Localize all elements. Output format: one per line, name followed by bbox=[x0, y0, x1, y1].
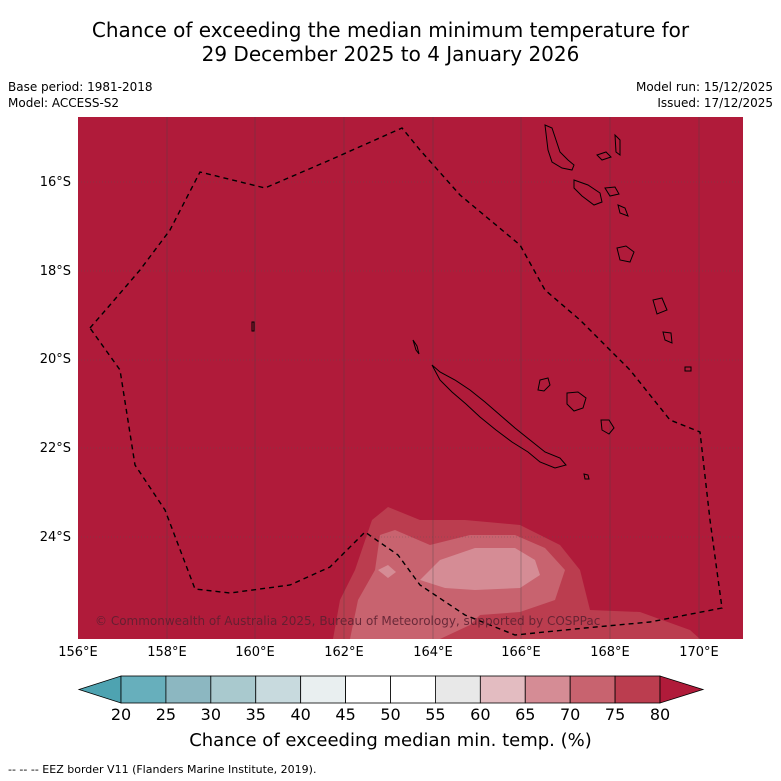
eez-border bbox=[89, 127, 723, 636]
colorbar-tick-label: 55 bbox=[425, 705, 446, 724]
colorbar-tick-label: 70 bbox=[559, 705, 581, 724]
colorbar-segment bbox=[390, 675, 436, 704]
vanuatu-pentecost bbox=[614, 133, 621, 156]
colorbar-tick-label: 30 bbox=[200, 705, 221, 724]
colorbar-label: Chance of exceeding median min. temp. (%… bbox=[189, 730, 592, 751]
vanuatu-tanna bbox=[662, 331, 673, 344]
colorbar-tick-label: 80 bbox=[649, 705, 671, 724]
vanuatu-efate bbox=[616, 245, 635, 263]
colorbar bbox=[77, 675, 705, 704]
mare-island bbox=[600, 419, 615, 435]
colorbar-tick-label: 75 bbox=[604, 705, 626, 724]
vanuatu-ambae bbox=[596, 151, 612, 161]
ouvea-island bbox=[537, 377, 551, 392]
lon-label-160e: 160°E bbox=[235, 645, 275, 660]
colorbar-segment bbox=[569, 675, 616, 704]
colorbar-segment bbox=[165, 675, 212, 704]
colorbar-tick-label: 35 bbox=[245, 705, 266, 724]
belep-islands bbox=[412, 339, 420, 355]
colorbar-over-arrow bbox=[659, 675, 705, 704]
colorbar-segment bbox=[435, 675, 481, 704]
base-period: Base period: 1981-2018 bbox=[8, 80, 153, 94]
colorbar-segment bbox=[614, 675, 661, 704]
lon-label-156e: 156°E bbox=[58, 645, 98, 660]
lon-label-168e: 168°E bbox=[590, 645, 630, 660]
colorbar-segment bbox=[255, 675, 302, 704]
vanuatu-espiritu-santo bbox=[544, 124, 575, 171]
lat-label-22s: 22°S bbox=[39, 441, 71, 456]
lat-label-20s: 20°S bbox=[39, 352, 71, 367]
colorbar-tick-label: 65 bbox=[515, 705, 536, 724]
meta-right: Model run: 15/12/2025 Issued: 17/12/2025 bbox=[636, 79, 773, 111]
chesterfield-reef bbox=[251, 321, 255, 332]
colorbar-under-arrow bbox=[77, 675, 122, 704]
lon-label-166e: 166°E bbox=[501, 645, 541, 660]
chart-title: Chance of exceeding the median minimum t… bbox=[0, 18, 781, 66]
lon-label-170e: 170°E bbox=[679, 645, 719, 660]
graticule-meridians bbox=[166, 117, 700, 639]
model-run: Model run: 15/12/2025 bbox=[635, 80, 773, 94]
vanuatu-ambrym bbox=[604, 186, 620, 197]
colorbar-tick-label: 20 bbox=[110, 705, 132, 724]
lat-label-24s: 24°S bbox=[39, 530, 71, 545]
vanuatu-epi bbox=[617, 204, 629, 217]
title-line-1: Chance of exceeding the median minimum t… bbox=[91, 18, 690, 42]
ile-des-pins bbox=[583, 473, 590, 480]
colorbar-segment bbox=[524, 675, 571, 704]
eez-footnote: -- -- -- EEZ border V11 (Flanders Marine… bbox=[8, 763, 317, 776]
vanuatu-aneityum bbox=[684, 366, 692, 372]
colorbar-segment bbox=[120, 675, 167, 704]
lat-label-18s: 18°S bbox=[39, 264, 71, 279]
colorbar-tick-label: 25 bbox=[155, 705, 177, 724]
colorbar-tick-label: 60 bbox=[470, 705, 491, 724]
colorbar-segment bbox=[300, 675, 346, 704]
lifou-island bbox=[566, 391, 587, 412]
vanuatu-malekula bbox=[573, 179, 603, 206]
contour-65-small bbox=[378, 565, 396, 578]
colorbar-segment bbox=[345, 675, 391, 704]
lon-label-162e: 162°E bbox=[324, 645, 364, 660]
lat-label-16s: 16°S bbox=[39, 175, 71, 190]
colorbar-segment bbox=[210, 675, 257, 704]
copyright-notice: © Commonwealth of Australia 2025, Bureau… bbox=[95, 614, 601, 628]
model-name: Model: ACCESS-S2 bbox=[8, 96, 120, 110]
title-line-2: 29 December 2025 to 4 January 2026 bbox=[201, 42, 580, 66]
colorbar-tick-label: 45 bbox=[335, 705, 356, 724]
colorbar-tick-label: 50 bbox=[380, 705, 401, 724]
vanuatu-erromango bbox=[652, 297, 668, 315]
new-caledonia-island bbox=[431, 364, 567, 469]
colorbar-segment bbox=[479, 675, 526, 704]
meta-left: Base period: 1981-2018 Model: ACCESS-S2 bbox=[8, 79, 153, 111]
lon-label-158e: 158°E bbox=[147, 645, 187, 660]
lon-label-164e: 164°E bbox=[413, 645, 453, 660]
issued-date: Issued: 17/12/2025 bbox=[657, 96, 773, 110]
colorbar-tick-label: 40 bbox=[290, 705, 311, 724]
contour-65 bbox=[420, 548, 540, 590]
